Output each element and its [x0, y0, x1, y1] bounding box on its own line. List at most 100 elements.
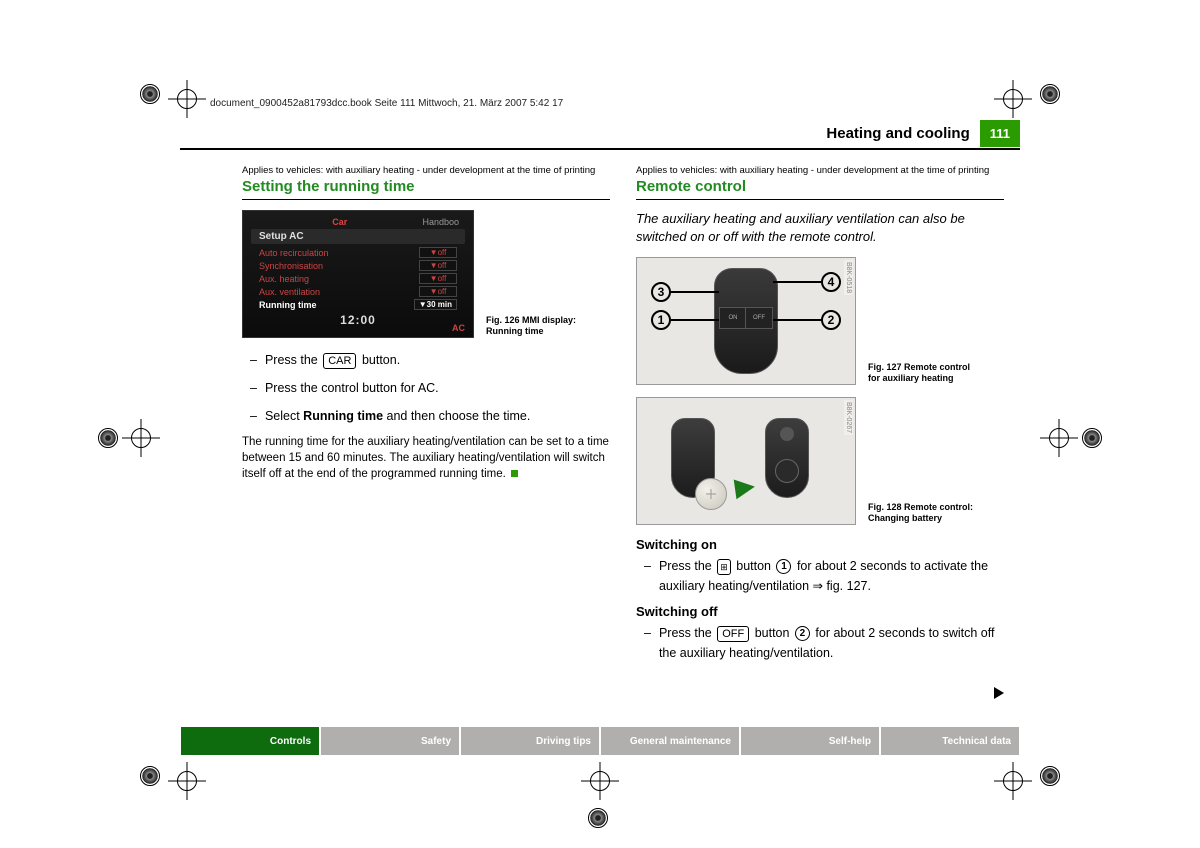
crop-mark	[140, 84, 160, 104]
crop-target	[1000, 86, 1026, 112]
mmi-row: Auto recirculation ▼off	[251, 246, 465, 259]
mmi-row-value: ▼off	[419, 260, 457, 271]
continue-arrow-icon	[994, 687, 1004, 699]
mmi-row-label: Auto recirculation	[259, 248, 329, 258]
step-list: Press the ⊞ button 1 for about 2 seconds…	[636, 556, 1004, 596]
battery-coin	[695, 478, 727, 510]
intro-text: The auxiliary heating and auxiliary vent…	[636, 210, 1004, 245]
mmi-tab-center: Car	[332, 217, 347, 227]
step-text: Select	[265, 409, 303, 423]
crop-mark	[1040, 766, 1060, 786]
right-column: Applies to vehicles: with auxiliary heat…	[636, 165, 1004, 699]
callout-4: 4	[773, 272, 841, 292]
battery-slot	[775, 459, 799, 483]
callout-1: 1	[651, 310, 719, 330]
step-text: Press the control button for AC.	[265, 378, 439, 398]
end-of-section-icon	[511, 470, 518, 477]
callout-ref-1: 1	[776, 559, 791, 574]
callout-3: 3	[651, 282, 719, 302]
heading-remote-control: Remote control	[636, 178, 1004, 199]
step-text: button	[733, 559, 775, 573]
step-list: Press the OFF button 2 for about 2 secon…	[636, 623, 1004, 663]
footer-tab-maintenance[interactable]: General maintenance	[600, 726, 740, 756]
step-item: Press the ⊞ button 1 for about 2 seconds…	[636, 556, 1004, 596]
step-list: Press the CAR button. Press the control …	[242, 350, 610, 426]
mmi-row: Synchronisation ▼off	[251, 259, 465, 272]
header-rule	[180, 148, 1020, 150]
step-text: button.	[358, 353, 400, 367]
mmi-row-value: ▼30 min	[414, 299, 457, 310]
heading-setting-running-time: Setting the running time	[242, 178, 610, 199]
footer-tab-controls[interactable]: Controls	[180, 726, 320, 756]
mmi-row-label: Synchronisation	[259, 261, 323, 271]
footer-tab-safety[interactable]: Safety	[320, 726, 460, 756]
callout-2: 2	[773, 310, 841, 330]
subheading-switching-on: Switching on	[636, 537, 1004, 552]
remote-on-button: ON	[719, 307, 747, 329]
mmi-clock: 12:00	[251, 313, 465, 327]
battery-change-fig: B8K-0267	[636, 397, 856, 525]
footer-tab-self-help[interactable]: Self-help	[740, 726, 880, 756]
mmi-row-label: Aux. ventilation	[259, 287, 320, 297]
mmi-row-value: ▼off	[419, 247, 457, 258]
crop-mark	[98, 428, 118, 448]
doc-filename-header: document_0900452a81793dcc.book Seite 111…	[210, 98, 563, 109]
remote-control-fig: ON OFF 1 3 2 4 B8K-0518	[636, 257, 856, 385]
mmi-setup-label: Setup AC	[251, 229, 465, 244]
step-item: Press the control button for AC.	[242, 378, 610, 398]
fig-128-caption: Fig. 128 Remote control: Changing batter…	[868, 502, 978, 525]
fig-127-caption: Fig. 127 Remote control for auxiliary he…	[868, 362, 978, 385]
mmi-tab-right: Handboo	[422, 217, 459, 227]
fig-side-tag: B8K-0267	[844, 400, 853, 435]
crop-mark	[1082, 428, 1102, 448]
crop-target	[128, 425, 154, 451]
fig-side-tag: B8K-0518	[844, 260, 853, 295]
off-button-label: OFF	[717, 626, 749, 642]
step-bold: Running time	[303, 409, 383, 423]
crop-mark	[588, 808, 608, 828]
step-text: Press the	[659, 626, 715, 640]
left-column: Applies to vehicles: with auxiliary heat…	[242, 165, 610, 699]
crop-target	[174, 86, 200, 112]
crop-target	[174, 768, 200, 794]
body-text: The running time for the auxiliary heati…	[242, 436, 609, 480]
car-button-label: CAR	[323, 353, 356, 369]
step-text: button	[751, 626, 793, 640]
footer-tab-driving-tips[interactable]: Driving tips	[460, 726, 600, 756]
subheading-switching-off: Switching off	[636, 604, 1004, 619]
footer-tabs: Controls Safety Driving tips General mai…	[180, 726, 1020, 756]
step-text: and then choose the time.	[383, 409, 530, 423]
step-item: Press the OFF button 2 for about 2 secon…	[636, 623, 1004, 663]
audi-logo-icon	[780, 427, 794, 441]
step-item: Select Running time and then choose the …	[242, 406, 610, 426]
mmi-row-value: ▼off	[419, 286, 457, 297]
applies-note: Applies to vehicles: with auxiliary heat…	[636, 165, 1004, 176]
mmi-row-label: Aux. heating	[259, 274, 309, 284]
remote-off-button: OFF	[745, 307, 773, 329]
mmi-display-fig: Car Handboo Setup AC Auto recirculation ▼…	[242, 210, 474, 338]
remote-body: ON OFF	[714, 268, 778, 374]
title-rule	[636, 199, 1004, 200]
section-title: Heating and cooling	[826, 125, 979, 142]
mmi-row: Aux. heating ▼off	[251, 272, 465, 285]
fig-126-caption: Fig. 126 MMI display: Running time	[486, 315, 596, 338]
footer-tab-technical-data[interactable]: Technical data	[880, 726, 1020, 756]
crop-mark	[1040, 84, 1060, 104]
mmi-ac-label: AC	[452, 323, 465, 333]
heat-icon-button: ⊞	[717, 559, 731, 575]
mmi-row-selected: Running time ▼30 min	[251, 298, 465, 311]
mmi-row-value: ▼off	[419, 273, 457, 284]
mmi-row-label: Running time	[259, 300, 317, 310]
crop-mark	[140, 766, 160, 786]
green-arrow-icon	[734, 477, 757, 500]
crop-target	[587, 768, 613, 794]
section-header: Heating and cooling 111	[826, 120, 1020, 147]
step-text: Press the	[659, 559, 715, 573]
crop-target	[1000, 768, 1026, 794]
body-paragraph: The running time for the auxiliary heati…	[242, 434, 610, 482]
title-rule	[242, 199, 610, 200]
step-item: Press the CAR button.	[242, 350, 610, 370]
key-front	[765, 418, 809, 498]
crop-target	[1046, 425, 1072, 451]
page-number: 111	[980, 120, 1020, 147]
